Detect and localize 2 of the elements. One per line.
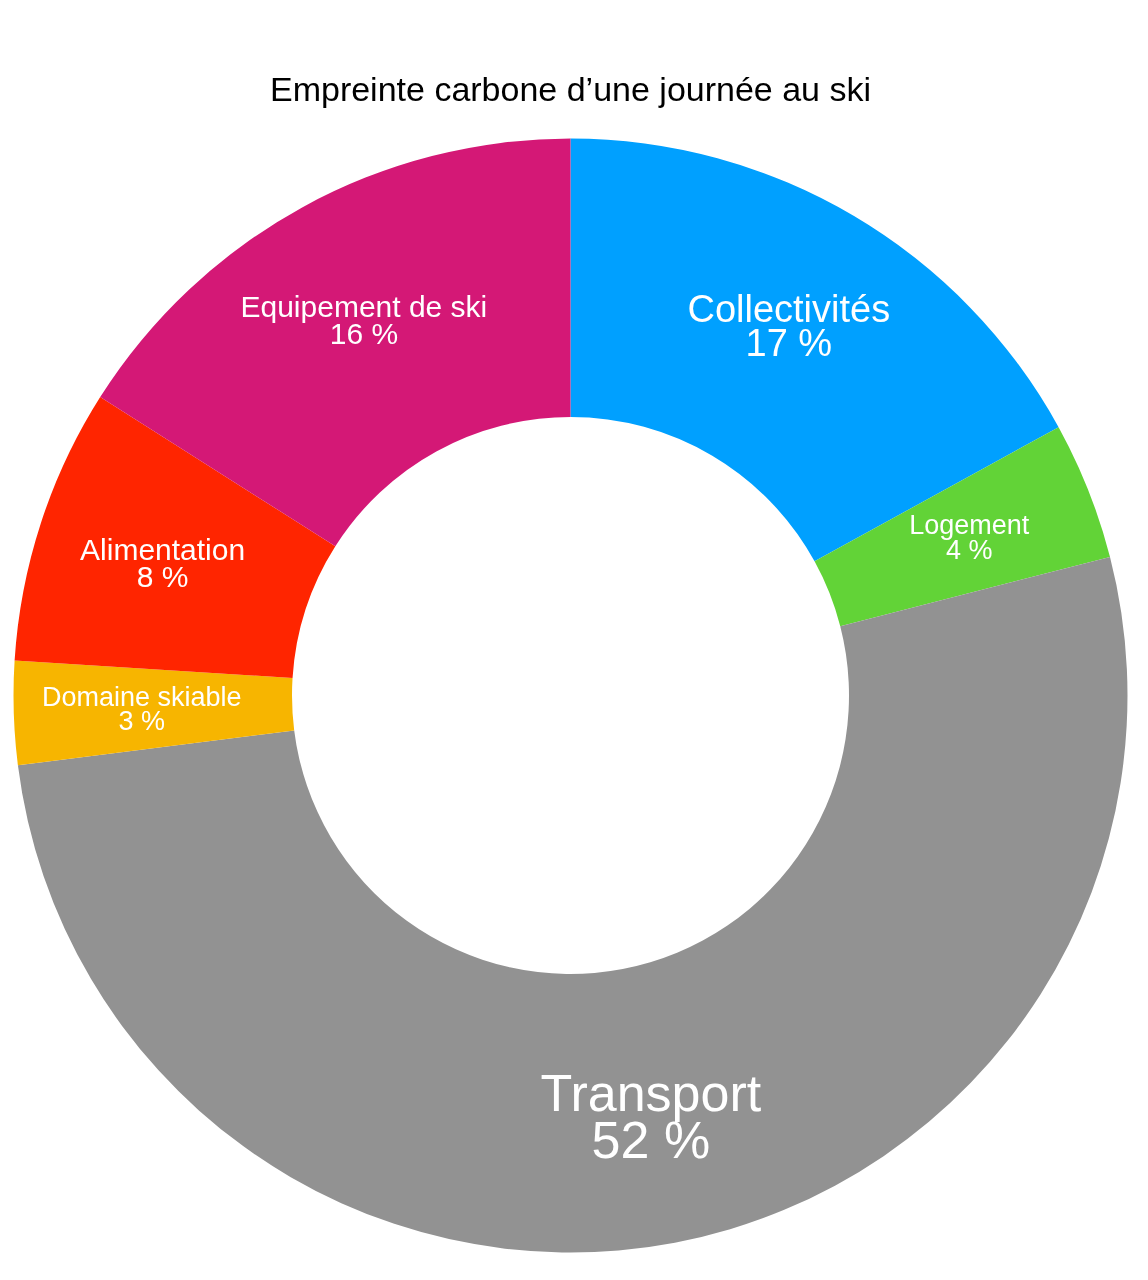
chart-title: Empreinte carbone d’une journée au ski [269, 69, 872, 108]
data-label: 17 % [745, 322, 833, 365]
